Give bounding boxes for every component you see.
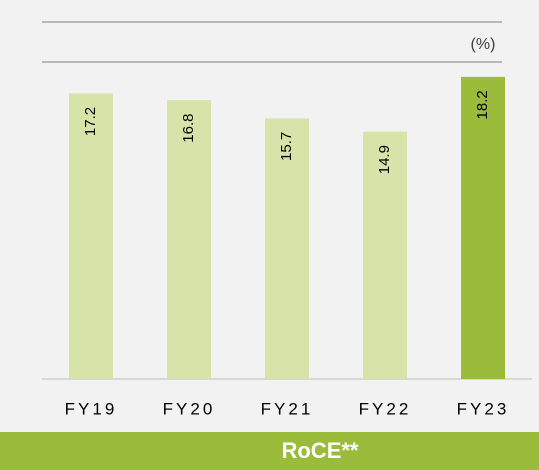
- bar: [461, 76, 505, 379]
- bar: [363, 131, 407, 379]
- chart-title: RoCE**: [281, 438, 358, 463]
- x-tick-label: FY23: [457, 399, 510, 418]
- bar: [265, 118, 309, 379]
- data-label: 16.8: [180, 114, 197, 143]
- data-label: 14.9: [376, 145, 393, 174]
- x-tick-label: FY21: [261, 399, 314, 418]
- data-label: 18.2: [474, 90, 491, 119]
- x-tick-label: FY19: [65, 399, 118, 418]
- bar: [167, 100, 211, 380]
- bar: [69, 93, 113, 379]
- x-tick-label: FY20: [163, 399, 216, 418]
- title-band: [0, 432, 539, 470]
- data-label: 17.2: [82, 107, 99, 136]
- x-tick-label: FY22: [359, 399, 412, 418]
- data-label: 15.7: [278, 132, 295, 161]
- unit-label: (%): [471, 36, 496, 53]
